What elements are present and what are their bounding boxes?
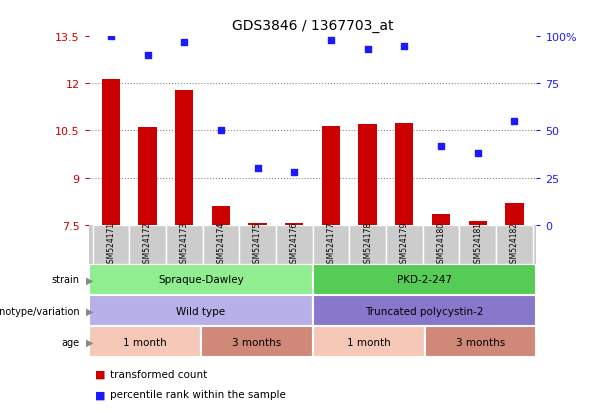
Bar: [313, 295, 536, 326]
Point: [509, 119, 519, 125]
Bar: [102, 79, 120, 225]
Bar: [89, 295, 313, 326]
Text: ▶: ▶: [86, 275, 93, 285]
Point: [106, 34, 116, 40]
Bar: [139, 128, 157, 225]
Bar: [166, 225, 202, 264]
Bar: [468, 222, 487, 225]
Text: 3 months: 3 months: [456, 337, 505, 347]
Text: 1 month: 1 month: [347, 337, 390, 347]
Bar: [93, 225, 129, 264]
Bar: [239, 225, 276, 264]
Text: GSM524171: GSM524171: [107, 222, 115, 268]
Bar: [175, 90, 194, 225]
Text: ▶: ▶: [86, 306, 93, 316]
Bar: [349, 225, 386, 264]
Text: Truncated polycystin-2: Truncated polycystin-2: [365, 306, 484, 316]
Text: PKD-2-247: PKD-2-247: [397, 275, 452, 285]
Text: GSM524173: GSM524173: [180, 222, 189, 268]
Bar: [313, 326, 424, 357]
Bar: [211, 206, 230, 225]
Bar: [202, 225, 239, 264]
Text: percentile rank within the sample: percentile rank within the sample: [110, 389, 286, 399]
Text: Wild type: Wild type: [176, 306, 226, 316]
Text: genotype/variation: genotype/variation: [0, 306, 80, 316]
Bar: [129, 225, 166, 264]
Bar: [322, 126, 340, 225]
Bar: [248, 223, 267, 225]
Bar: [285, 223, 303, 225]
Text: age: age: [61, 337, 80, 347]
Point: [363, 47, 373, 54]
Text: GSM524176: GSM524176: [290, 222, 299, 268]
Bar: [313, 264, 536, 295]
Text: GSM524179: GSM524179: [400, 222, 409, 268]
Text: ■: ■: [95, 369, 105, 379]
Text: 1 month: 1 month: [123, 337, 167, 347]
Point: [436, 143, 446, 150]
Text: GSM524172: GSM524172: [143, 222, 152, 268]
Bar: [89, 264, 313, 295]
Text: GSM524182: GSM524182: [510, 222, 519, 268]
Point: [143, 52, 153, 59]
Text: GSM524178: GSM524178: [363, 222, 372, 268]
Point: [326, 38, 336, 44]
Bar: [424, 326, 536, 357]
Point: [180, 40, 189, 46]
Text: strain: strain: [51, 275, 80, 285]
Text: GSM524175: GSM524175: [253, 222, 262, 268]
Bar: [276, 225, 313, 264]
Bar: [89, 326, 201, 357]
Point: [253, 165, 262, 172]
Text: ▶: ▶: [86, 337, 93, 347]
Text: ■: ■: [95, 389, 105, 399]
Text: GSM524180: GSM524180: [436, 222, 446, 268]
Bar: [201, 326, 313, 357]
Bar: [459, 225, 496, 264]
Point: [216, 128, 226, 135]
Text: GSM524181: GSM524181: [473, 222, 482, 268]
Title: GDS3846 / 1367703_at: GDS3846 / 1367703_at: [232, 19, 394, 33]
Text: GSM524177: GSM524177: [327, 222, 335, 268]
Text: 3 months: 3 months: [232, 337, 281, 347]
Bar: [313, 225, 349, 264]
Bar: [395, 123, 414, 225]
Text: transformed count: transformed count: [110, 369, 208, 379]
Text: GSM524174: GSM524174: [216, 222, 226, 268]
Text: Spraque-Dawley: Spraque-Dawley: [158, 275, 243, 285]
Bar: [432, 214, 450, 225]
Bar: [496, 225, 533, 264]
Bar: [423, 225, 459, 264]
Bar: [386, 225, 423, 264]
Point: [400, 43, 409, 50]
Bar: [505, 203, 524, 225]
Point: [473, 150, 482, 157]
Point: [289, 169, 299, 176]
Bar: [359, 125, 377, 225]
